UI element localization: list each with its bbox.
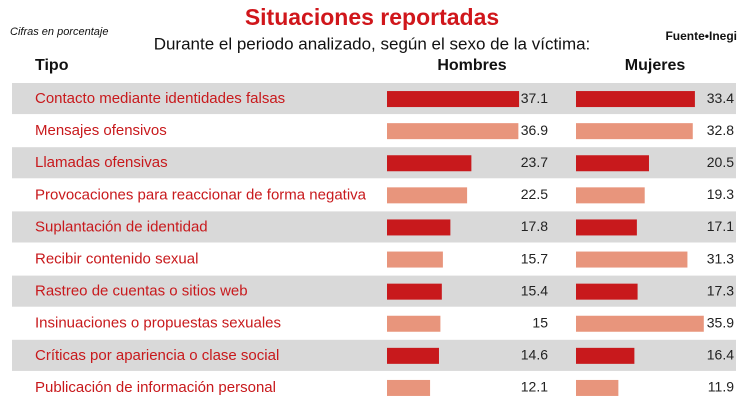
series-header: Hombres	[437, 57, 506, 74]
note: Cifras en porcentaje	[10, 26, 108, 38]
bar	[576, 347, 635, 364]
chart-subtitle: Durante el periodo analizado, según el s…	[154, 34, 591, 53]
category-label: Suplantación de identidad	[35, 218, 208, 235]
value-label: 15.7	[521, 250, 548, 266]
category-label: Publicación de información personal	[35, 379, 276, 396]
category-label: Recibir contenido sexual	[35, 251, 198, 268]
value-label: 36.9	[521, 122, 548, 138]
bar	[576, 123, 693, 140]
chart-title: Situaciones reportadas	[245, 4, 499, 30]
category-label: Contacto mediante identidades falsas	[35, 90, 285, 107]
value-label: 37.1	[521, 90, 548, 106]
bar	[576, 187, 645, 204]
value-label: 12.1	[521, 379, 548, 395]
category-label: Mensajes ofensivos	[35, 122, 167, 139]
value-label: 33.4	[707, 90, 734, 106]
bar	[387, 219, 451, 236]
bar	[387, 315, 441, 332]
bar	[387, 251, 443, 268]
value-label: 35.9	[707, 314, 734, 330]
value-label: 22.5	[521, 186, 548, 202]
bar	[576, 379, 619, 396]
series-header: Mujeres	[625, 57, 686, 74]
bar	[387, 347, 439, 364]
bar	[576, 315, 704, 332]
bar	[387, 379, 431, 396]
category-label: Insinuaciones o propuestas sexuales	[35, 315, 281, 332]
value-label: 17.1	[707, 218, 734, 234]
value-label: 19.3	[707, 186, 734, 202]
bar	[576, 251, 688, 268]
category-label: Rastreo de cuentas o sitios web	[35, 283, 248, 300]
category-label: Provocaciones para reaccionar de forma n…	[35, 186, 367, 203]
bar	[387, 283, 442, 300]
bar	[576, 155, 649, 172]
value-label: 15.4	[521, 282, 548, 298]
value-label: 14.6	[521, 347, 548, 363]
value-label: 17.3	[707, 282, 734, 298]
value-label: 11.9	[708, 379, 734, 395]
source: Fuente•Inegi	[665, 29, 737, 43]
bar	[576, 283, 638, 300]
bar	[576, 219, 637, 236]
column-header: Tipo	[35, 57, 69, 74]
bar	[387, 187, 468, 204]
value-label: 17.8	[521, 218, 548, 234]
bar	[387, 91, 520, 108]
category-label: Críticas por apariencia o clase social	[35, 347, 279, 364]
value-label: 31.3	[707, 250, 734, 266]
value-label: 32.8	[707, 122, 734, 138]
value-label: 23.7	[521, 154, 548, 170]
value-label: 16.4	[707, 347, 734, 363]
bar	[576, 91, 695, 108]
category-label: Llamadas ofensivas	[35, 154, 168, 171]
value-label: 15	[532, 314, 548, 330]
bar	[387, 155, 472, 172]
bar	[387, 123, 519, 140]
value-label: 20.5	[707, 154, 734, 170]
